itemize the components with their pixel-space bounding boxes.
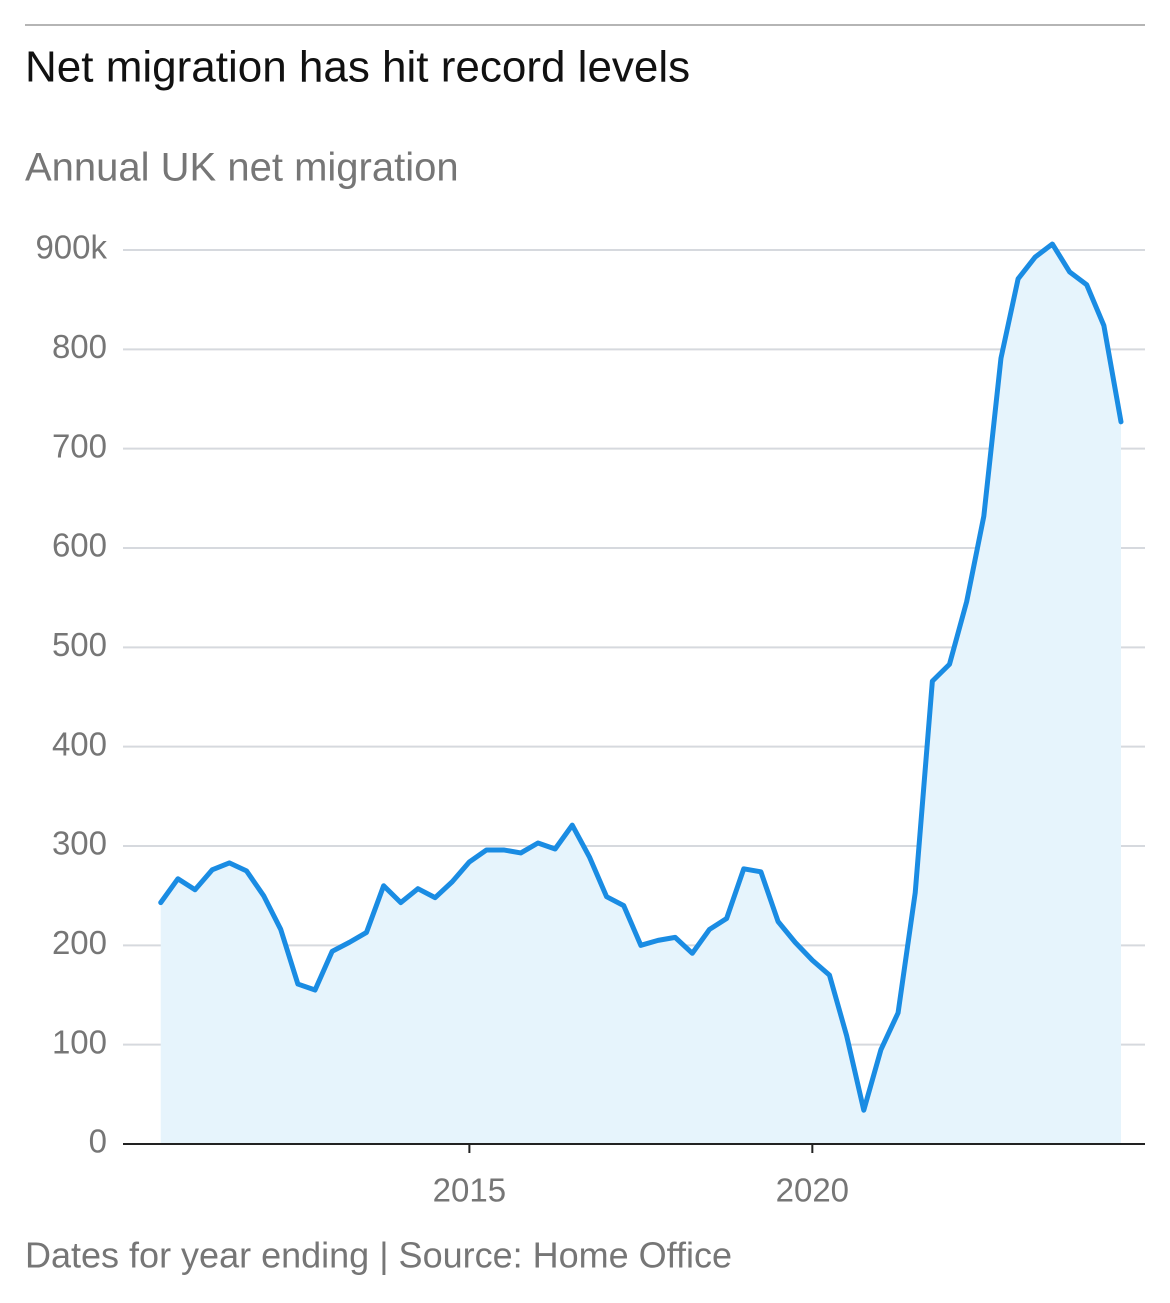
y-tick-label: 900k: [35, 229, 107, 266]
line: [158, 241, 1124, 1113]
y-tick-label: 0: [89, 1123, 107, 1160]
x-tick-label: 2015: [433, 1172, 506, 1209]
area: [160, 244, 1121, 1145]
y-tick-label: 300: [52, 825, 107, 862]
footnote: Dates for year ending | Source: Home Off…: [25, 1235, 732, 1276]
y-tick-label: 600: [52, 527, 107, 564]
y-tick-label: 500: [52, 626, 107, 663]
x-tick-label: 2020: [776, 1172, 849, 1209]
y-tick-label: 400: [52, 725, 107, 762]
y-tick-label: 800: [52, 328, 107, 365]
chart-subtitle: Annual UK net migration: [25, 146, 459, 190]
y-tick-label: 100: [52, 1023, 107, 1060]
y-tick-label: 700: [52, 427, 107, 464]
chart-title: Net migration has hit record levels: [25, 43, 690, 92]
y-tick-label: 200: [52, 924, 107, 961]
